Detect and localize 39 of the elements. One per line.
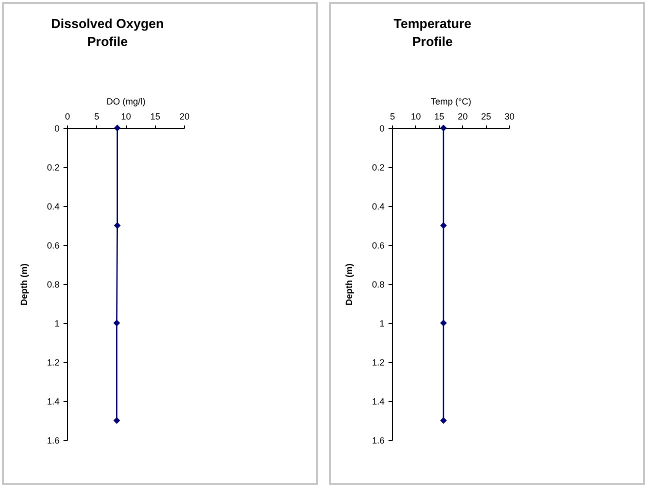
- y-tick-label: 1.4: [372, 396, 384, 406]
- y-tick-label: 1: [54, 318, 60, 328]
- y-tick-label: 0.4: [46, 202, 60, 212]
- point: [440, 320, 447, 326]
- y-tick-label: 0.2: [46, 162, 60, 172]
- x-tick-label: 20: [458, 112, 468, 122]
- x-tick-label: 10: [410, 112, 421, 122]
- x-tick-label: 0: [64, 112, 70, 122]
- y-tick-label: 1.2: [46, 358, 60, 368]
- x-tick-label: 20: [179, 112, 190, 122]
- x-tick-label: 10: [120, 112, 132, 122]
- x-axis-title: DO (mg/l): [106, 96, 146, 106]
- y-tick-label: 1.2: [372, 358, 384, 368]
- y-tick-label: 0: [54, 124, 60, 134]
- x-axis-title: Temp (°C): [430, 96, 472, 106]
- x-tick-label: 15: [150, 112, 160, 122]
- x-tick-label: 25: [481, 112, 492, 122]
- y-tick-label: 0.6: [372, 240, 384, 250]
- y-tick-label: 1.4: [46, 396, 60, 406]
- x-tick-label: 15: [434, 112, 444, 122]
- y-tick-label: 0.2: [372, 162, 384, 172]
- y-tick-label: 0.6: [46, 240, 60, 250]
- x-tick-label: 5: [390, 112, 396, 122]
- x-tick-label: 5: [94, 112, 100, 122]
- y-tick-label: 0.8: [372, 280, 384, 290]
- point: [440, 222, 447, 229]
- y-tick-label: 1: [379, 318, 384, 328]
- y-tick-label: 0.8: [46, 280, 60, 290]
- chart-title: Dissolved Oxygen Profile: [51, 16, 164, 49]
- x-tick-label: 30: [504, 112, 515, 122]
- y-axis-title: Depth (m): [344, 264, 354, 306]
- chart-title: Temperature Profile: [394, 16, 472, 49]
- y-tick-label: 0.4: [372, 202, 384, 212]
- y-tick-label: 1.6: [372, 436, 384, 446]
- y-axis-title: Depth (m): [18, 264, 29, 306]
- point: [440, 417, 447, 424]
- y-tick-label: 0: [379, 124, 384, 134]
- point: [440, 124, 447, 132]
- y-tick-label: 1.6: [46, 436, 60, 446]
